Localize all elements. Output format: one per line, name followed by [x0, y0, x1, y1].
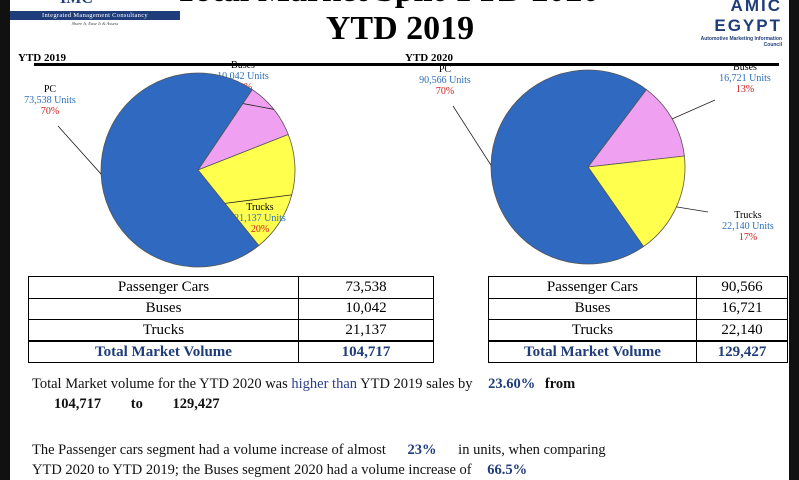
- table-row: Passenger Cars 90,566: [488, 276, 788, 299]
- row-value: 90,566: [696, 276, 788, 299]
- leader-line: [57, 125, 102, 175]
- text: to: [130, 396, 143, 412]
- amic-logo-text: AMIC EGYPT: [714, 0, 782, 35]
- total-value: 104,717: [298, 340, 434, 363]
- pc-growth: 23%: [407, 442, 437, 458]
- row-value: 21,137: [298, 319, 434, 342]
- total-label: Total Market Volume: [28, 340, 299, 363]
- slice-label: PC: [44, 84, 57, 95]
- total-value: 129,427: [696, 340, 788, 363]
- slice-pct: 70%: [41, 106, 59, 117]
- amic-logo-subtitle: Automotive Marketing Information Council: [700, 36, 782, 48]
- total-row: Total Market Volume 129,427: [488, 340, 788, 363]
- amic-logo: AMIC EGYPT Automotive Marketing Informat…: [686, 0, 786, 48]
- row-value: 73,538: [298, 276, 434, 299]
- text: in units, when comparing: [458, 442, 606, 458]
- text: YTD 2020 to YTD 2019; the Buses segment …: [32, 462, 476, 478]
- slide: IMC Integrated Management Consultancy Sh…: [10, 0, 789, 480]
- pie-slice-pc: [490, 69, 647, 265]
- leader-line: [219, 194, 292, 205]
- slice-label: PC: [439, 64, 452, 75]
- row-label: Buses: [28, 297, 299, 320]
- growth-pct: 23.60%: [488, 376, 536, 392]
- pie-slice-trucks: [587, 155, 686, 248]
- row-label: Trucks: [488, 319, 697, 342]
- text: from: [544, 376, 576, 392]
- highlight-text: higher than: [291, 376, 358, 392]
- from-value: 104,717: [54, 396, 102, 412]
- slice-units: 21,137 Units: [234, 213, 286, 224]
- page-title: Total Market Split YTD 2020 – YTD 2019: [175, 0, 625, 47]
- table-2020: Passenger Cars 90,566 Buses 16,721 Trucks 2…: [488, 276, 788, 363]
- table-row: Trucks 21,137: [28, 319, 434, 342]
- slice-units: 22,140 Units: [722, 221, 774, 232]
- leader-line: [452, 105, 492, 166]
- text: The Passenger cars segment had a volume …: [32, 442, 390, 458]
- chart-title-2019: YTD 2019: [18, 52, 66, 64]
- bus-growth: 66.5%: [487, 462, 528, 478]
- summary-paragraph-1: Total Market volume for the YTD 2020 was…: [32, 374, 772, 414]
- to-value: 129,427: [172, 396, 220, 412]
- slice-pct: 17%: [739, 232, 757, 243]
- imc-logo: IMC: [60, 0, 93, 8]
- row-label: Trucks: [28, 319, 299, 342]
- pie-slice-pc: [100, 72, 260, 268]
- table-row: Buses 16,721: [488, 297, 788, 320]
- pie-slice-buses: [587, 88, 685, 168]
- row-label: Passenger Cars: [488, 276, 697, 299]
- slice-label: Buses: [231, 60, 255, 71]
- slice-pct: 20%: [251, 224, 269, 235]
- chart-title-2020: YTD 2020: [405, 52, 453, 64]
- slice-units: 10,042 Units: [217, 71, 269, 82]
- slice-label: Trucks: [734, 210, 762, 221]
- slice-label: Buses: [733, 62, 757, 73]
- imc-tagline: Share It, Ease It & Assess: [71, 21, 119, 26]
- slice-pct: 13%: [736, 84, 754, 95]
- row-label: Buses: [488, 297, 697, 320]
- leader-line: [672, 99, 716, 120]
- title-divider: [34, 63, 779, 66]
- row-value: 10,042: [298, 297, 434, 320]
- table-row: Buses 10,042: [28, 297, 434, 320]
- table-row: Passenger Cars 73,538: [28, 276, 434, 299]
- slice-pct: 70%: [436, 86, 454, 97]
- table-row: Trucks 22,140: [488, 319, 788, 342]
- imc-logo-band: Integrated Management Consultancy: [10, 11, 180, 20]
- slice-units: 16,721 Units: [719, 73, 771, 84]
- text: Total Market volume for the YTD 2020 was: [32, 376, 292, 392]
- summary-paragraph-2: The Passenger cars segment had a volume …: [32, 440, 789, 480]
- total-label: Total Market Volume: [488, 340, 697, 363]
- slice-label: Trucks: [246, 202, 274, 213]
- row-value: 22,140: [696, 319, 788, 342]
- leader-line: [676, 206, 709, 213]
- row-value: 16,721: [696, 297, 788, 320]
- row-label: Passenger Cars: [28, 276, 299, 299]
- text: YTD 2019 sales by: [357, 376, 477, 392]
- slice-units: 90,566 Units: [419, 75, 471, 86]
- table-2019: Passenger Cars 73,538 Buses 10,042 Trucks 2…: [28, 276, 434, 363]
- slice-units: 73,538 Units: [24, 95, 76, 106]
- total-row: Total Market Volume 104,717: [28, 340, 434, 363]
